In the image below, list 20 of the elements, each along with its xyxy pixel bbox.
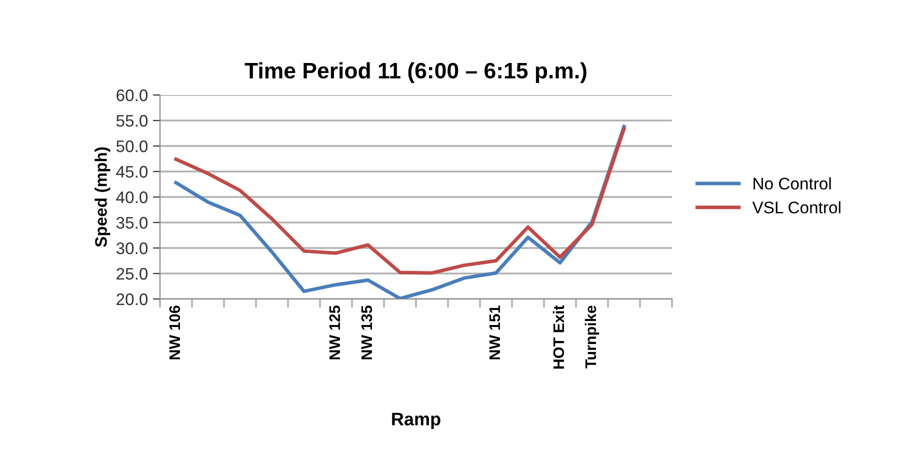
x-tick-label: NW 135 xyxy=(361,306,372,360)
x-tick-label: Turnpike xyxy=(584,306,600,368)
legend-label: No Control xyxy=(754,177,831,190)
x-tick-label: NW 125 xyxy=(329,306,340,360)
y-tick-label: 30.0 xyxy=(116,242,148,254)
y-tick-label: 45.0 xyxy=(116,166,148,178)
x-tick-label: NW 151 xyxy=(489,306,500,360)
x-tick-label: NW 106 xyxy=(169,306,180,360)
y-tick-label: 55.0 xyxy=(116,114,148,127)
y-tick-label: 40.0 xyxy=(116,191,148,204)
y-tick-label: 20.0 xyxy=(116,293,148,306)
x-axis-title: Ramp xyxy=(392,412,440,430)
x-tick-label: HOT Exit xyxy=(552,305,564,369)
chart-title: Time Period 11 (6:00 – 6:15 p.m.) xyxy=(244,62,586,83)
y-tick-label: 35.0 xyxy=(116,216,148,229)
y-tick-label: 50.0 xyxy=(116,140,148,152)
y-axis-title: Speed (mph) xyxy=(94,147,110,247)
y-tick-label: 60.0 xyxy=(116,89,148,102)
legend-label: VSL Control xyxy=(752,201,840,214)
y-tick-label: 25.0 xyxy=(116,268,148,280)
